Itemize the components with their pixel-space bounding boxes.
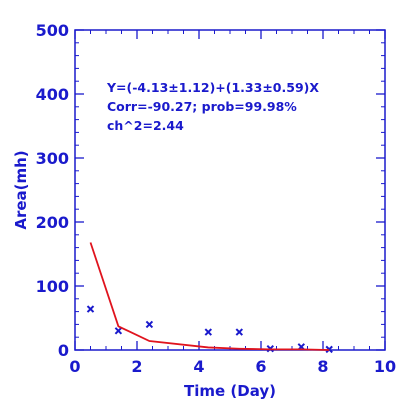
data-point [235, 328, 244, 336]
plot-frame [74, 29, 386, 351]
data-point-stroke [235, 328, 244, 336]
data-point [86, 305, 95, 313]
x-tick-label: 2 [131, 357, 142, 376]
x-tick-label: 0 [69, 357, 80, 376]
x-tick-label: 6 [255, 357, 266, 376]
data-point-stroke [145, 320, 154, 329]
fit-equation: Y=(-4.13±1.12)+(1.33±0.59)X [106, 80, 319, 95]
y-tick-label: 300 [36, 149, 69, 168]
plot-area [86, 242, 333, 354]
y-tick-label: 200 [36, 213, 69, 232]
x-tick-label: 4 [193, 357, 204, 376]
fit-line [89, 242, 330, 351]
x-tick-label: 8 [317, 357, 328, 376]
annotations: Y=(-4.13±1.12)+(1.33±0.59)X Corr=-90.27; … [106, 80, 319, 133]
data-point [204, 328, 213, 336]
y-axis-label: Area(mh) [12, 150, 30, 229]
data-point [145, 320, 154, 329]
data-point-stroke [204, 328, 213, 336]
data-point-stroke [86, 305, 95, 313]
chi-square-text: ch^2=2.44 [107, 118, 184, 133]
data-point [114, 327, 123, 335]
axes [74, 29, 386, 351]
x-tick-label: 10 [374, 357, 396, 376]
data-point-stroke [114, 327, 123, 335]
y-tick-label: 0 [58, 341, 69, 360]
correlation-text: Corr=-90.27; prob=99.98% [107, 99, 297, 114]
y-tick-label: 400 [36, 85, 69, 104]
y-tick-label: 500 [36, 21, 69, 40]
y-tick-label: 100 [36, 277, 69, 296]
x-axis-label: Time (Day) [184, 382, 276, 400]
